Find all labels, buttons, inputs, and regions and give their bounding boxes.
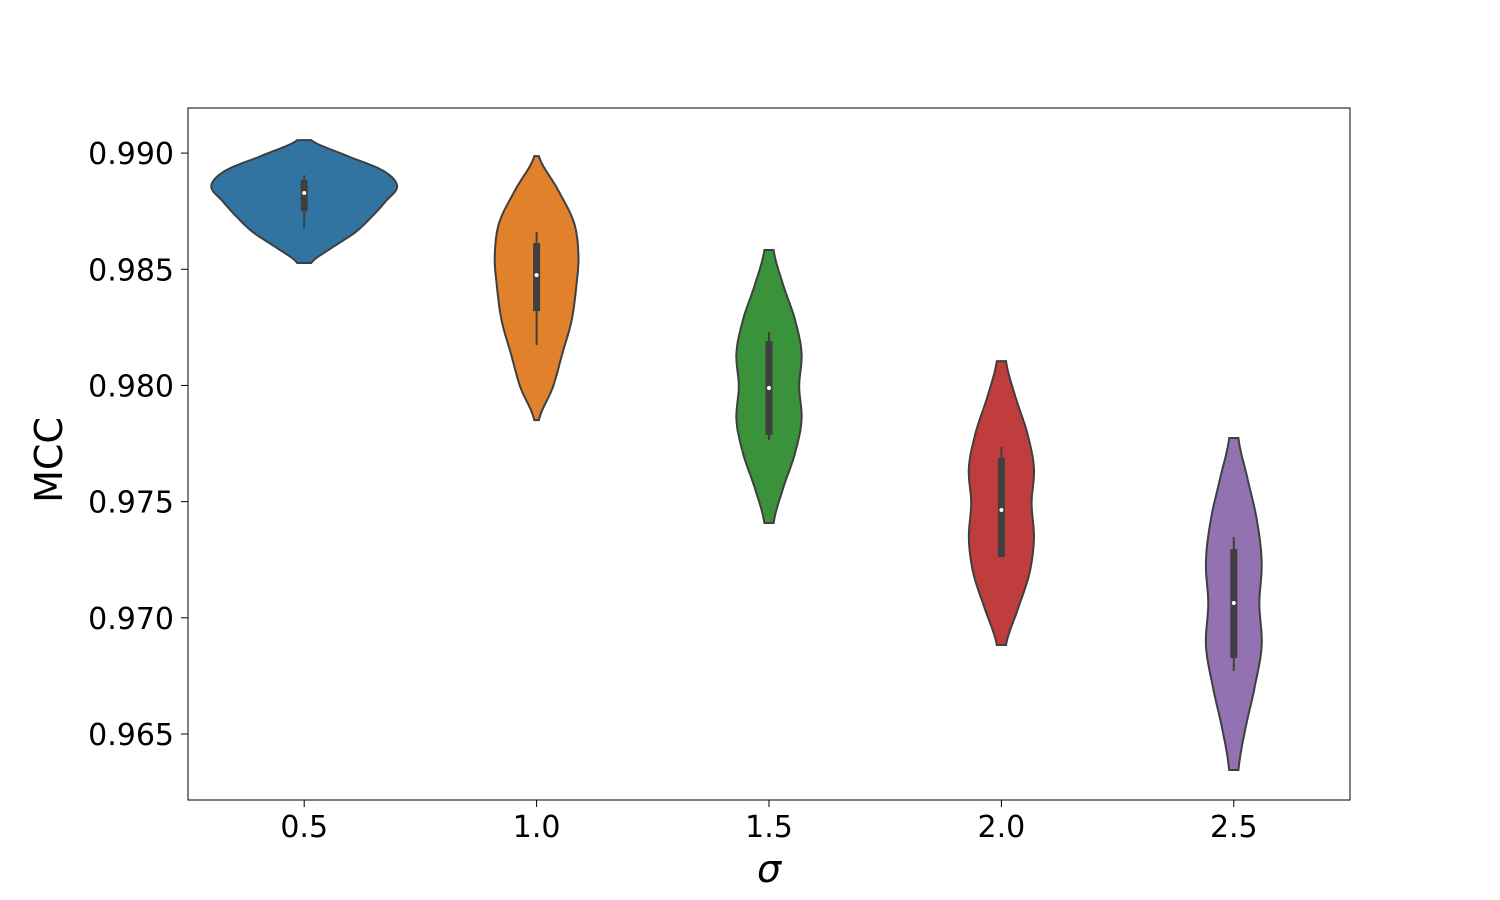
y-tick-label: 0.980: [88, 369, 174, 404]
median: [534, 273, 539, 278]
x-tick-label: 1.5: [745, 810, 793, 845]
x-tick-label: 0.5: [280, 810, 328, 845]
box: [997, 457, 1005, 557]
y-tick-label: 0.975: [88, 486, 174, 521]
y-axis-label: MCC: [27, 417, 71, 503]
median: [767, 386, 771, 391]
y-tick-label: 0.990: [88, 137, 174, 172]
y-tick-label: 0.970: [88, 602, 174, 637]
median: [302, 191, 307, 196]
median: [999, 508, 1004, 513]
y-tick-label: 0.985: [88, 253, 174, 288]
median: [1231, 600, 1236, 605]
x-tick-label: 2.5: [1210, 810, 1258, 845]
y-tick-label: 0.965: [88, 718, 174, 753]
x-axis-label: σ: [757, 847, 783, 891]
x-tick-label: 1.0: [513, 810, 561, 845]
x-tick-label: 2.0: [978, 810, 1026, 845]
box: [300, 180, 308, 212]
